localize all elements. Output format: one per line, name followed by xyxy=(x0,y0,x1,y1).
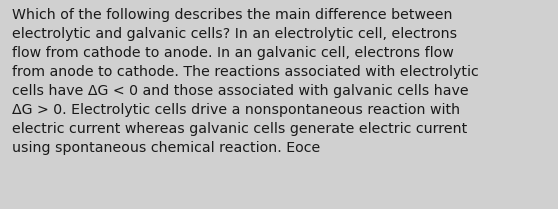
Text: Which of the following describes the main difference between
electrolytic and ga: Which of the following describes the mai… xyxy=(12,8,479,155)
